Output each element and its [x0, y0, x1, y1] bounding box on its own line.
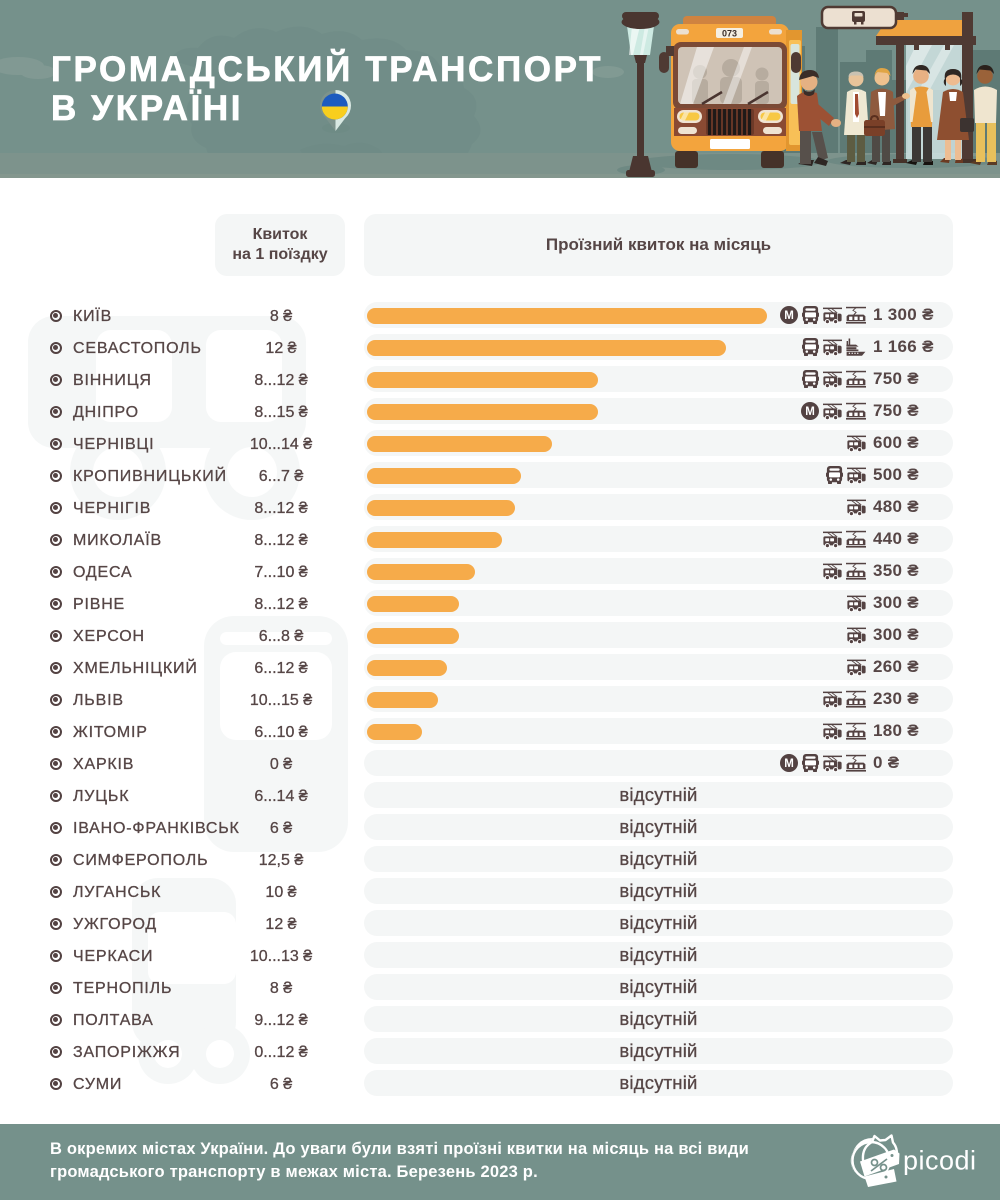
- svg-text:picodi: picodi: [903, 1146, 977, 1176]
- svg-text:073: 073: [722, 29, 737, 39]
- svg-text:M: M: [784, 310, 794, 322]
- svg-text:M: M: [784, 758, 794, 770]
- svg-text:M: M: [805, 406, 815, 418]
